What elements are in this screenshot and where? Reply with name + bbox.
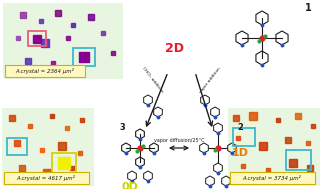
Text: 0D: 0D	[122, 182, 138, 189]
Text: 2D: 2D	[166, 42, 185, 54]
Bar	[233, 128, 255, 146]
Bar	[230, 172, 315, 184]
Text: 1D: 1D	[232, 148, 249, 158]
Bar	[3, 3, 123, 79]
Bar	[2, 108, 94, 186]
Bar	[228, 108, 320, 186]
Bar	[7, 138, 27, 155]
Bar	[5, 65, 85, 77]
Bar	[28, 31, 46, 46]
Text: A crystal = 2364 μm²: A crystal = 2364 μm²	[15, 68, 74, 74]
Bar	[52, 153, 76, 173]
Bar	[73, 48, 95, 66]
Bar	[286, 150, 311, 170]
Bar	[4, 172, 89, 184]
Text: CHCl₃ addition: CHCl₃ addition	[142, 67, 164, 94]
Text: 3: 3	[119, 123, 125, 132]
Text: A crystal = 3734 μm²: A crystal = 3734 μm²	[242, 175, 301, 181]
Text: 1: 1	[305, 3, 311, 13]
Text: A crystal = 4617 μm²: A crystal = 4617 μm²	[16, 175, 75, 181]
Text: 2: 2	[237, 123, 243, 132]
Text: vapor diffusion/25°C: vapor diffusion/25°C	[154, 138, 204, 143]
Text: vapor addition: vapor addition	[199, 67, 221, 94]
